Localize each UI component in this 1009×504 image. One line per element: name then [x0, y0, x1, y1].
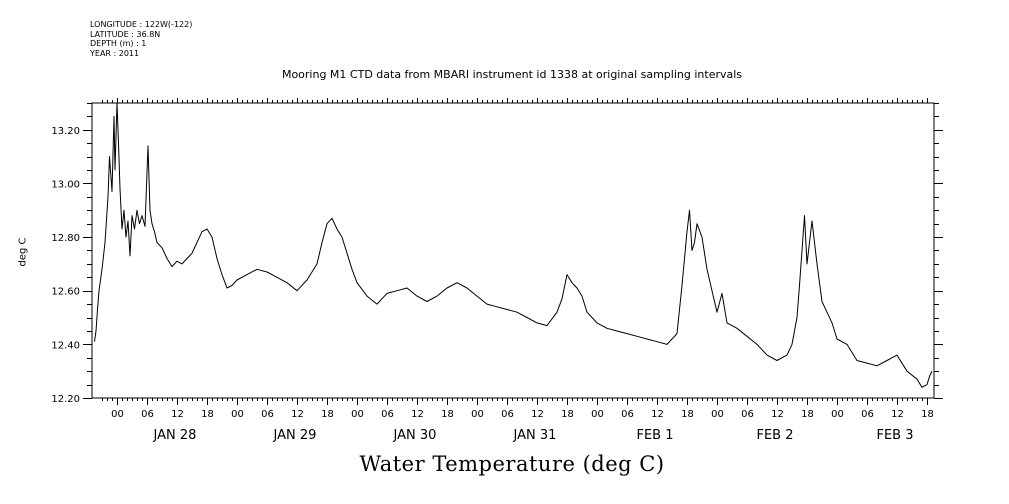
x-hour-label: 06 — [261, 409, 274, 420]
x-day-label: FEB 2 — [756, 428, 793, 443]
y-tick-label: 12.60 — [51, 287, 80, 298]
x-hour-label: 06 — [381, 409, 394, 420]
year-text: YEAR : 2011 — [90, 48, 140, 58]
x-day-label: JAN 30 — [393, 428, 437, 443]
x-hour-label: 12 — [171, 409, 184, 420]
x-day-label: FEB 1 — [636, 428, 673, 443]
x-hour-label: 00 — [831, 409, 844, 420]
x-hour-label: 00 — [351, 409, 364, 420]
x-hour-label: 18 — [801, 409, 814, 420]
y-tick-label: 12.40 — [51, 340, 80, 351]
x-hour-label: 00 — [591, 409, 604, 420]
x-hour-label: 06 — [861, 409, 874, 420]
x-hour-label: 18 — [441, 409, 454, 420]
plot-border — [91, 102, 935, 399]
latitude-text: LATITUDE : 36.8N — [90, 29, 161, 39]
x-hour-label: 18 — [681, 409, 694, 420]
y-tick-label: 13.00 — [51, 179, 80, 190]
plot-frame — [91, 102, 935, 399]
x-hour-label: 00 — [111, 409, 124, 420]
x-day-label: JAN 31 — [513, 428, 557, 443]
x-hour-label: 12 — [411, 409, 424, 420]
metadata-block: LONGITUDE : 122W(-122) LATITUDE : 36.8N … — [90, 20, 192, 58]
x-axis-label: Water Temperature (deg C) — [359, 452, 665, 476]
x-hour-label: 12 — [771, 409, 784, 420]
longitude-text: LONGITUDE : 122W(-122) — [90, 20, 193, 29]
x-hour-label: 18 — [321, 409, 334, 420]
x-day-label: FEB 3 — [876, 428, 913, 443]
x-hour-label: 12 — [531, 409, 544, 420]
x-hour-label: 06 — [501, 409, 514, 420]
x-hour-label: 12 — [291, 409, 304, 420]
y-tick-label: 12.80 — [51, 233, 80, 244]
x-hour-label: 18 — [561, 409, 574, 420]
y-tick-label: 13.20 — [51, 126, 80, 137]
y-axis: 12.20 12.40 12.60 12.80 13.00 13.20 — [51, 103, 943, 405]
x-hour-label: 06 — [741, 409, 754, 420]
x-axis: 00 06 12 18 00 06 12 18 00 06 12 18 00 06 12 18 00 06 12 18… — [102, 98, 934, 443]
x-hour-label: 00 — [471, 409, 484, 420]
chart-title: Mooring M1 CTD data from MBARI instrumen… — [281, 68, 743, 81]
x-hour-label: 06 — [141, 409, 154, 420]
x-hour-label: 12 — [651, 409, 664, 420]
x-hour-label: 18 — [921, 409, 934, 420]
x-hour-label: 12 — [891, 409, 904, 420]
x-hour-label: 00 — [231, 409, 244, 420]
y-tick-label: 12.20 — [51, 394, 80, 405]
series-group — [94, 102, 933, 388]
x-hour-label: 06 — [621, 409, 634, 420]
x-day-label: JAN 28 — [153, 428, 197, 443]
temperature-series-line — [94, 102, 933, 388]
depth-text: DEPTH (m) : 1 — [90, 39, 147, 48]
x-day-label: JAN 29 — [273, 428, 317, 443]
x-hour-label: 18 — [201, 409, 214, 420]
x-hour-label: 00 — [711, 409, 724, 420]
